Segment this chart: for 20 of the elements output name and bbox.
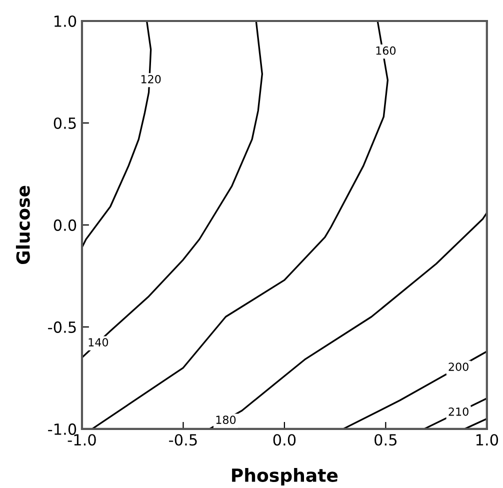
x-tick-label: 1.0	[476, 434, 498, 446]
annotation: 210	[448, 407, 468, 416]
x-tick-label: -1.0	[68, 434, 96, 446]
y-tick-label: 0.5	[54, 117, 76, 129]
line-series	[82, 20, 264, 358]
y-tick-label: -1.0	[48, 423, 76, 435]
y-tick-label: -0.5	[48, 321, 76, 333]
y-axis-title: Glucose	[16, 186, 30, 264]
annotation: 160	[376, 46, 396, 55]
line-series	[208, 212, 487, 429]
y-tick-label: 1.0	[54, 15, 76, 28]
annotation: 140	[88, 338, 108, 347]
annotation: 180	[216, 416, 236, 424]
x-tick-label: -0.5	[169, 434, 197, 446]
x-axis-title: Phosphate	[232, 468, 338, 486]
x-tick-label: 0.0	[273, 434, 296, 446]
y-tick-label: 0.0	[54, 219, 76, 231]
annotation: 200	[448, 362, 468, 371]
x-tick-label: 0.5	[374, 434, 396, 446]
annotation: 120	[141, 74, 161, 84]
